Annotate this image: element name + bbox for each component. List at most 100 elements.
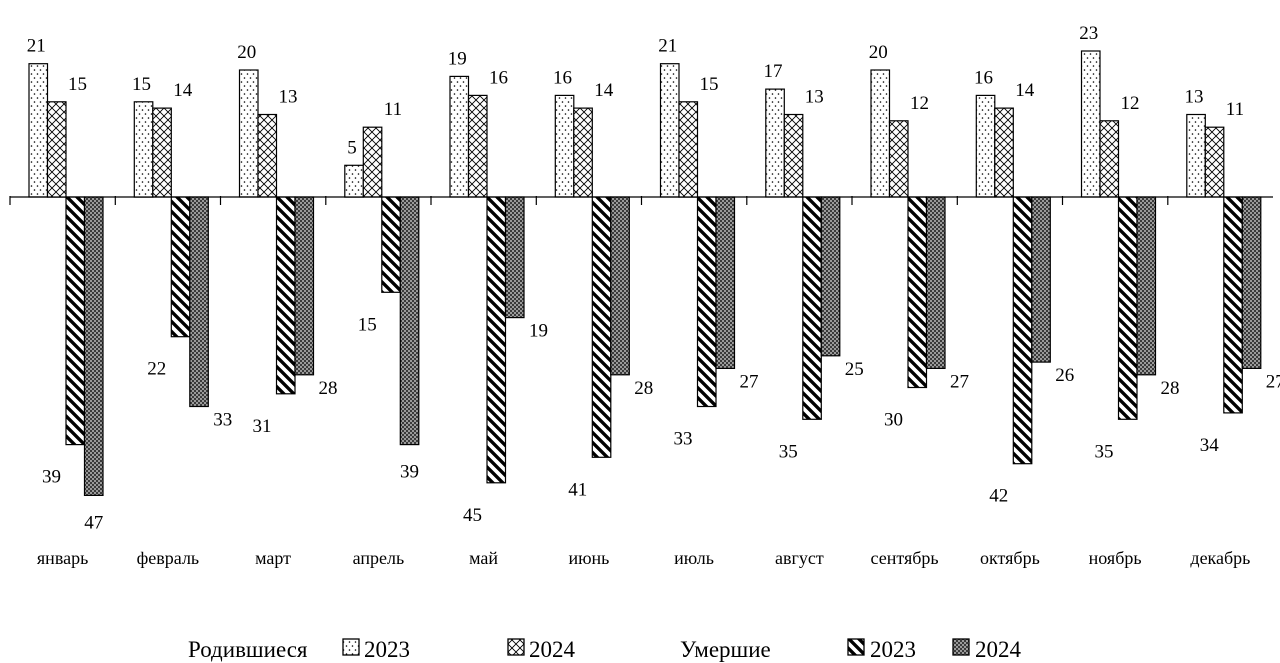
label-deaths-2023-2: 22 xyxy=(147,359,166,380)
label-births-2024-1: 15 xyxy=(68,74,87,95)
bar-deaths-2024-6 xyxy=(610,196,630,376)
category-label-10: октябрь xyxy=(980,548,1040,568)
label-deaths-2023-4: 15 xyxy=(358,314,377,335)
legend-year-deaths-2023: 2023 xyxy=(870,637,916,662)
label-births-2023-5: 19 xyxy=(448,48,467,69)
category-label-11: ноябрь xyxy=(1089,548,1142,568)
label-deaths-2023-3: 31 xyxy=(253,416,272,437)
legend-year-births-2023: 2023 xyxy=(364,637,410,662)
value-labels-layer: 21 15 39 47 15 14 22 33 20 13 31 28 5 11 15 39 19 16 45 19 1… xyxy=(27,23,1280,534)
legend-group-deaths: Умершие xyxy=(680,637,771,662)
legend-swatch-births-2024 xyxy=(507,638,525,656)
bar-births-2024-11 xyxy=(1099,120,1120,198)
label-deaths-2024-1: 47 xyxy=(84,513,103,534)
category-label-9: сентябрь xyxy=(871,548,939,568)
category-label-1: январь xyxy=(37,548,88,568)
label-births-2024-12: 11 xyxy=(1226,99,1244,120)
bar-deaths-2024-1 xyxy=(83,196,104,496)
category-label-7: июль xyxy=(674,548,714,568)
bar-births-2024-3 xyxy=(257,113,278,198)
legend-swatch-deaths-2024 xyxy=(952,638,970,656)
label-births-2023-6: 16 xyxy=(553,67,572,88)
category-labels-layer: январь февраль март апрель май июнь июль август… xyxy=(37,548,1250,568)
bar-deaths-2023-3 xyxy=(275,196,296,395)
bar-deaths-2024-2 xyxy=(189,196,209,408)
legend-swatch-births-2023 xyxy=(342,638,360,656)
bar-births-2024-10 xyxy=(994,107,1014,198)
legend-group-births: Родившиеся xyxy=(188,637,308,662)
label-deaths-2024-2: 33 xyxy=(213,410,232,431)
label-deaths-2024-12: 27 xyxy=(1266,371,1280,392)
label-deaths-2024-4: 39 xyxy=(400,462,419,483)
bar-deaths-2023-7 xyxy=(696,196,717,408)
label-births-2024-10: 14 xyxy=(1015,80,1035,101)
bar-deaths-2023-11 xyxy=(1117,196,1138,420)
bar-births-2024-7 xyxy=(678,101,699,198)
bar-deaths-2024-9 xyxy=(925,196,946,369)
bar-deaths-2023-1 xyxy=(65,196,86,446)
label-deaths-2023-11: 35 xyxy=(1095,441,1114,462)
label-births-2024-7: 15 xyxy=(700,74,719,95)
label-deaths-2024-11: 28 xyxy=(1161,378,1180,399)
bar-births-2023-2 xyxy=(133,101,154,198)
bar-births-2023-8 xyxy=(765,88,785,198)
bar-deaths-2023-6 xyxy=(591,196,612,458)
bar-deaths-2024-3 xyxy=(294,196,315,376)
label-births-2023-12: 13 xyxy=(1185,87,1204,108)
label-deaths-2024-5: 19 xyxy=(529,321,548,342)
category-label-12: декабрь xyxy=(1190,548,1250,568)
label-births-2023-2: 15 xyxy=(132,74,151,95)
bar-births-2024-5 xyxy=(467,94,488,198)
bar-deaths-2024-4 xyxy=(399,196,420,446)
bar-births-2024-9 xyxy=(888,120,909,198)
bar-deaths-2023-2 xyxy=(170,196,191,338)
bar-births-2023-12 xyxy=(1186,113,1206,198)
bar-births-2023-7 xyxy=(659,63,680,198)
label-births-2024-6: 14 xyxy=(594,80,614,101)
label-deaths-2023-12: 34 xyxy=(1200,435,1220,456)
label-deaths-2024-10: 26 xyxy=(1055,365,1074,386)
bar-deaths-2024-5 xyxy=(504,196,525,319)
label-births-2024-11: 12 xyxy=(1121,93,1140,114)
label-births-2023-11: 23 xyxy=(1079,23,1098,44)
x-axis xyxy=(9,196,1273,205)
label-births-2024-2: 14 xyxy=(173,80,193,101)
label-births-2024-8: 13 xyxy=(805,87,824,108)
label-births-2023-1: 21 xyxy=(27,36,46,57)
bar-births-2023-9 xyxy=(870,69,891,198)
label-deaths-2023-7: 33 xyxy=(674,429,693,450)
legend-year-deaths-2024: 2024 xyxy=(975,637,1022,662)
label-births-2023-4: 5 xyxy=(347,137,357,158)
bar-births-2024-2 xyxy=(152,107,172,198)
category-label-4: апрель xyxy=(353,548,405,568)
bar-deaths-2023-10 xyxy=(1012,196,1033,465)
label-deaths-2023-6: 41 xyxy=(568,479,587,500)
label-deaths-2024-8: 25 xyxy=(845,359,864,380)
label-deaths-2023-1: 39 xyxy=(42,467,61,488)
label-deaths-2024-7: 27 xyxy=(740,371,759,392)
bar-deaths-2023-12 xyxy=(1223,196,1243,414)
label-births-2024-3: 13 xyxy=(279,87,298,108)
category-label-5: май xyxy=(469,548,498,568)
bar-deaths-2024-12 xyxy=(1241,196,1262,369)
bar-deaths-2023-9 xyxy=(907,196,928,389)
bar-deaths-2024-11 xyxy=(1136,196,1157,376)
label-births-2023-3: 20 xyxy=(237,42,256,63)
label-births-2023-10: 16 xyxy=(974,67,993,88)
label-deaths-2024-3: 28 xyxy=(319,378,338,399)
label-deaths-2023-9: 30 xyxy=(884,410,903,431)
bar-births-2023-1 xyxy=(28,63,49,198)
bar-births-2024-6 xyxy=(573,107,593,198)
label-deaths-2023-5: 45 xyxy=(463,505,482,526)
bar-births-2023-5 xyxy=(449,75,470,198)
label-births-2024-4: 11 xyxy=(384,99,402,120)
label-births-2024-5: 16 xyxy=(489,67,508,88)
label-births-2023-7: 21 xyxy=(658,36,677,57)
label-deaths-2023-8: 35 xyxy=(779,441,798,462)
bar-deaths-2024-8 xyxy=(820,196,841,357)
legend-swatch-deaths-2023 xyxy=(847,638,865,656)
bar-births-2024-12 xyxy=(1204,126,1225,198)
category-label-8: август xyxy=(775,548,824,568)
legend-year-births-2024: 2024 xyxy=(529,637,576,662)
